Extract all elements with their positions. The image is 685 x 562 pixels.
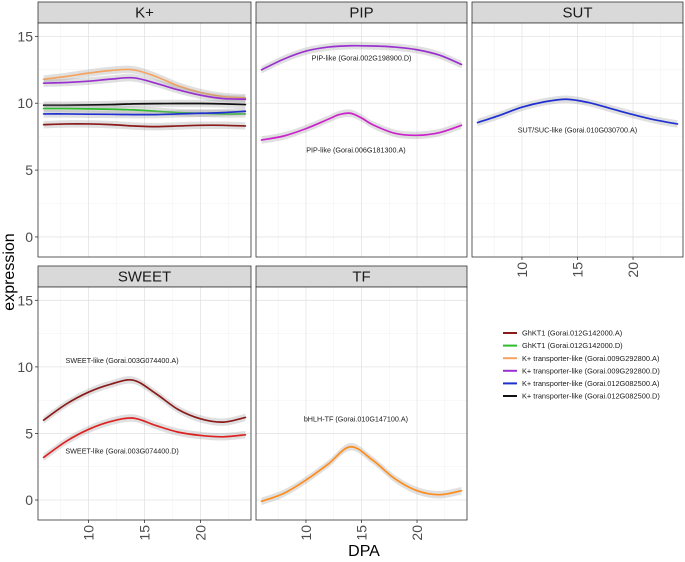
y-tick-label: 10 <box>17 95 33 111</box>
x-tick-label: 20 <box>193 525 209 541</box>
x-tick-label: 10 <box>298 525 314 541</box>
x-tick-label: 15 <box>354 525 370 541</box>
legend-label: K+ transporter-like (Gorai.012G082500.D) <box>522 392 660 401</box>
series-line-ghkt1-gorai-012g142000-a <box>42 123 247 128</box>
panel-sut: SUT SUT/SUC-like (Gorai.010G030700.A) 10 15… <box>471 1 684 278</box>
series-annotation: SWEET-like (Gorai.003G074400.A) <box>66 356 179 365</box>
series-line-bhlh-tf-gorai-010g147100-a <box>260 445 463 503</box>
legend-label: GhKT1 (Gorai.012G142000.A) <box>522 329 622 338</box>
panel-sweet: SWEET SWEET-like (Gorai.003G074400.A) SWEE… <box>17 265 252 541</box>
series-line-k-transporter-like-gorai-009g292800-d <box>42 76 247 101</box>
y-tick-label: 10 <box>17 359 33 375</box>
confidence-band-k-transporter-like-gorai-009g292800-a <box>43 65 246 102</box>
panel-k: K+ 0 5 10 15 <box>17 1 252 258</box>
confidence-band-bhlh-tf-gorai-010g147100-a <box>261 443 462 506</box>
series-annotation: PIP-like (Gorai.006G181300.A) <box>306 146 405 155</box>
facet-title: K+ <box>135 5 154 22</box>
series-annotation: PIP-like (Gorai.002G198900.D) <box>312 53 412 62</box>
legend: GhKT1 (Gorai.012G142000.A) GhKT1 (Gorai.0… <box>503 329 660 401</box>
x-tick-label: 15 <box>570 262 586 278</box>
y-tick-label: 0 <box>25 492 33 508</box>
legend-label: K+ transporter-like (Gorai.009G292800.A) <box>522 354 659 363</box>
facet-title: PIP <box>349 5 373 22</box>
x-tick-label: 15 <box>137 525 153 541</box>
y-axis-title: expression <box>1 233 18 310</box>
x-tick-label: 20 <box>409 525 425 541</box>
x-axis-title: DPA <box>348 543 380 560</box>
series-annotation: bHLH-TF (Gorai.010G147100.A) <box>304 414 408 423</box>
series-line-pip-like-gorai-006g181300-a <box>260 112 463 141</box>
panels: K+ 0 5 10 15 PIP PIP-like (Gorai.002G198900.D)… <box>17 1 684 541</box>
confidence-band-sweet-like-gorai-003g074400-d <box>43 414 246 462</box>
panel-border <box>255 22 468 258</box>
facet-title: TF <box>352 269 370 286</box>
y-tick-label: 5 <box>25 425 33 441</box>
facet-title: SUT <box>563 5 593 22</box>
panel-pip: PIP PIP-like (Gorai.002G198900.D) PIP-like… <box>255 1 468 258</box>
confidence-band-sut-suc-like-gorai-010g030700-a <box>477 95 678 128</box>
legend-label: GhKT1 (Gorai.012G142000.D) <box>522 341 623 350</box>
series-line-sweet-like-gorai-003g074400-a <box>42 378 247 423</box>
panel-tf: TF bHLH-TF (Gorai.010G147100.A) 10 15 20 <box>255 265 468 541</box>
legend-label: K+ transporter-like (Gorai.012G082500.A) <box>522 379 659 388</box>
x-tick-label: 20 <box>625 262 641 278</box>
x-tick-label: 10 <box>514 262 530 278</box>
confidence-band-k-transporter-like-gorai-012g082500-a <box>43 107 246 119</box>
series-line-k-transporter-like-gorai-009g292800-a <box>42 68 247 99</box>
series-line-k-transporter-like-gorai-012g082500-d <box>42 102 247 107</box>
x-tick-label: 10 <box>80 525 96 541</box>
series-annotation: SWEET-like (Gorai.003G074400.D) <box>65 446 178 455</box>
series-line-k-transporter-like-gorai-012g082500-a <box>42 110 247 116</box>
series-line-sweet-like-gorai-003g074400-d <box>42 417 247 459</box>
confidence-band-sweet-like-gorai-003g074400-a <box>43 376 246 426</box>
y-tick-label: 5 <box>25 162 33 178</box>
legend-label: K+ transporter-like (Gorai.009G292800.D) <box>522 366 660 375</box>
series-annotation: SUT/SUC-like (Gorai.010G030700.A) <box>518 126 637 135</box>
y-tick-label: 15 <box>17 28 33 44</box>
confidence-band-ghkt1-gorai-012g142000-a <box>43 120 246 131</box>
series-line-sut-suc-like-gorai-010g030700-a <box>476 98 679 125</box>
facet-title: SWEET <box>118 269 171 286</box>
panel-border <box>37 22 252 258</box>
y-tick-label: 0 <box>25 229 33 245</box>
series-line-pip-like-gorai-002g198900-d <box>260 44 463 71</box>
y-tick-label: 15 <box>17 292 33 308</box>
